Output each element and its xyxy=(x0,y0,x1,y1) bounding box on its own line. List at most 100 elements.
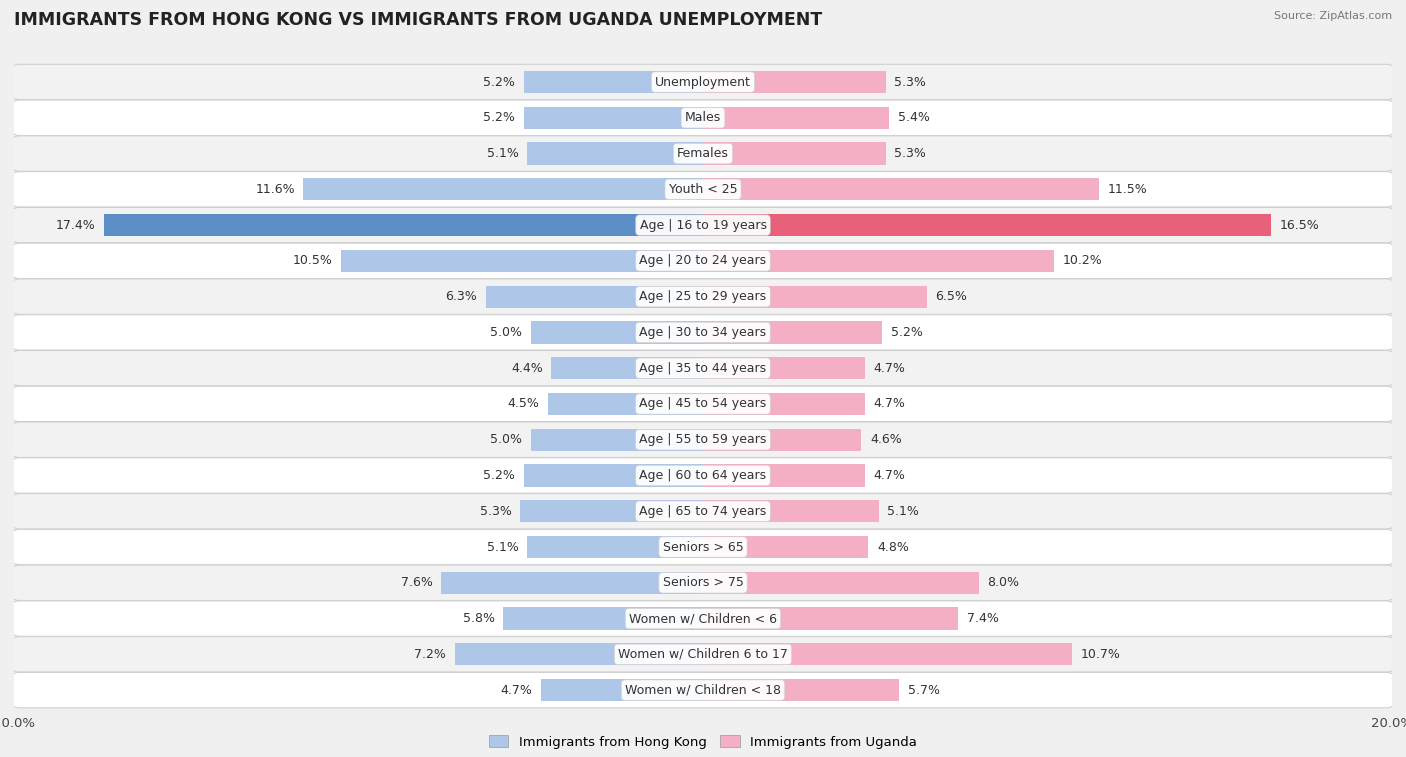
FancyBboxPatch shape xyxy=(11,529,1395,565)
FancyBboxPatch shape xyxy=(11,565,1395,600)
Bar xyxy=(524,107,703,129)
Text: 4.7%: 4.7% xyxy=(873,362,905,375)
Bar xyxy=(703,572,979,594)
Text: Age | 20 to 24 years: Age | 20 to 24 years xyxy=(640,254,766,267)
Text: 4.8%: 4.8% xyxy=(877,540,908,553)
Bar xyxy=(703,321,882,344)
Text: 4.5%: 4.5% xyxy=(508,397,540,410)
Bar xyxy=(703,142,886,165)
Text: Youth < 25: Youth < 25 xyxy=(669,183,737,196)
Bar xyxy=(703,214,1271,236)
Text: Age | 45 to 54 years: Age | 45 to 54 years xyxy=(640,397,766,410)
Text: IMMIGRANTS FROM HONG KONG VS IMMIGRANTS FROM UGANDA UNEMPLOYMENT: IMMIGRANTS FROM HONG KONG VS IMMIGRANTS … xyxy=(14,11,823,30)
FancyBboxPatch shape xyxy=(11,672,1395,708)
Bar xyxy=(304,178,703,201)
Text: 17.4%: 17.4% xyxy=(55,219,96,232)
Text: 4.6%: 4.6% xyxy=(870,433,901,446)
Text: 5.2%: 5.2% xyxy=(891,326,922,339)
Bar xyxy=(456,643,703,665)
Text: Females: Females xyxy=(678,147,728,160)
Text: 10.2%: 10.2% xyxy=(1063,254,1102,267)
Bar xyxy=(703,679,900,701)
Text: 5.1%: 5.1% xyxy=(486,147,519,160)
Text: 4.7%: 4.7% xyxy=(501,684,533,696)
FancyBboxPatch shape xyxy=(11,458,1395,494)
Text: Unemployment: Unemployment xyxy=(655,76,751,89)
Bar xyxy=(503,607,703,630)
Bar xyxy=(541,679,703,701)
Bar xyxy=(104,214,703,236)
Bar xyxy=(703,71,886,93)
FancyBboxPatch shape xyxy=(11,243,1395,279)
Text: 7.2%: 7.2% xyxy=(415,648,446,661)
Bar xyxy=(531,321,703,344)
FancyBboxPatch shape xyxy=(11,64,1395,100)
Bar xyxy=(703,607,957,630)
Text: 4.4%: 4.4% xyxy=(510,362,543,375)
Text: Age | 35 to 44 years: Age | 35 to 44 years xyxy=(640,362,766,375)
Text: Age | 60 to 64 years: Age | 60 to 64 years xyxy=(640,469,766,482)
Text: 5.4%: 5.4% xyxy=(897,111,929,124)
Text: 5.8%: 5.8% xyxy=(463,612,495,625)
Bar xyxy=(703,500,879,522)
Bar xyxy=(703,393,865,415)
Bar xyxy=(703,285,927,308)
FancyBboxPatch shape xyxy=(11,279,1395,314)
Text: 5.3%: 5.3% xyxy=(894,76,927,89)
Bar xyxy=(531,428,703,451)
Bar xyxy=(527,536,703,558)
Text: Age | 30 to 34 years: Age | 30 to 34 years xyxy=(640,326,766,339)
Bar xyxy=(520,500,703,522)
Bar xyxy=(703,536,869,558)
Text: 11.5%: 11.5% xyxy=(1108,183,1147,196)
Text: 5.3%: 5.3% xyxy=(479,505,512,518)
Text: 8.0%: 8.0% xyxy=(987,576,1019,589)
Text: Seniors > 65: Seniors > 65 xyxy=(662,540,744,553)
Text: Seniors > 75: Seniors > 75 xyxy=(662,576,744,589)
Text: 5.0%: 5.0% xyxy=(491,433,522,446)
Text: Women w/ Children 6 to 17: Women w/ Children 6 to 17 xyxy=(619,648,787,661)
FancyBboxPatch shape xyxy=(11,207,1395,243)
Text: 5.1%: 5.1% xyxy=(887,505,920,518)
Text: 10.7%: 10.7% xyxy=(1080,648,1121,661)
Text: 5.0%: 5.0% xyxy=(491,326,522,339)
Text: 5.2%: 5.2% xyxy=(484,111,515,124)
FancyBboxPatch shape xyxy=(11,136,1395,171)
FancyBboxPatch shape xyxy=(11,637,1395,672)
Text: 5.2%: 5.2% xyxy=(484,469,515,482)
Bar xyxy=(527,142,703,165)
FancyBboxPatch shape xyxy=(11,350,1395,386)
Text: 4.7%: 4.7% xyxy=(873,397,905,410)
FancyBboxPatch shape xyxy=(11,315,1395,350)
Bar xyxy=(703,464,865,487)
Text: 16.5%: 16.5% xyxy=(1279,219,1320,232)
Bar xyxy=(703,357,865,379)
Bar xyxy=(703,643,1071,665)
Text: 6.3%: 6.3% xyxy=(446,290,478,303)
Legend: Immigrants from Hong Kong, Immigrants from Uganda: Immigrants from Hong Kong, Immigrants fr… xyxy=(484,730,922,754)
Bar xyxy=(548,393,703,415)
Text: 7.6%: 7.6% xyxy=(401,576,433,589)
Text: 11.6%: 11.6% xyxy=(254,183,295,196)
Text: 5.3%: 5.3% xyxy=(894,147,927,160)
FancyBboxPatch shape xyxy=(11,601,1395,637)
Text: 7.4%: 7.4% xyxy=(966,612,998,625)
FancyBboxPatch shape xyxy=(11,494,1395,529)
Text: Women w/ Children < 6: Women w/ Children < 6 xyxy=(628,612,778,625)
FancyBboxPatch shape xyxy=(11,386,1395,422)
Text: 5.7%: 5.7% xyxy=(908,684,941,696)
Bar xyxy=(703,428,862,451)
Text: 5.1%: 5.1% xyxy=(486,540,519,553)
Text: 10.5%: 10.5% xyxy=(292,254,333,267)
Bar xyxy=(703,178,1099,201)
Text: Males: Males xyxy=(685,111,721,124)
Bar xyxy=(441,572,703,594)
Text: 4.7%: 4.7% xyxy=(873,469,905,482)
Text: Age | 25 to 29 years: Age | 25 to 29 years xyxy=(640,290,766,303)
FancyBboxPatch shape xyxy=(11,100,1395,136)
Text: Age | 55 to 59 years: Age | 55 to 59 years xyxy=(640,433,766,446)
Bar xyxy=(342,250,703,272)
FancyBboxPatch shape xyxy=(11,422,1395,457)
Bar xyxy=(524,464,703,487)
Text: Age | 16 to 19 years: Age | 16 to 19 years xyxy=(640,219,766,232)
